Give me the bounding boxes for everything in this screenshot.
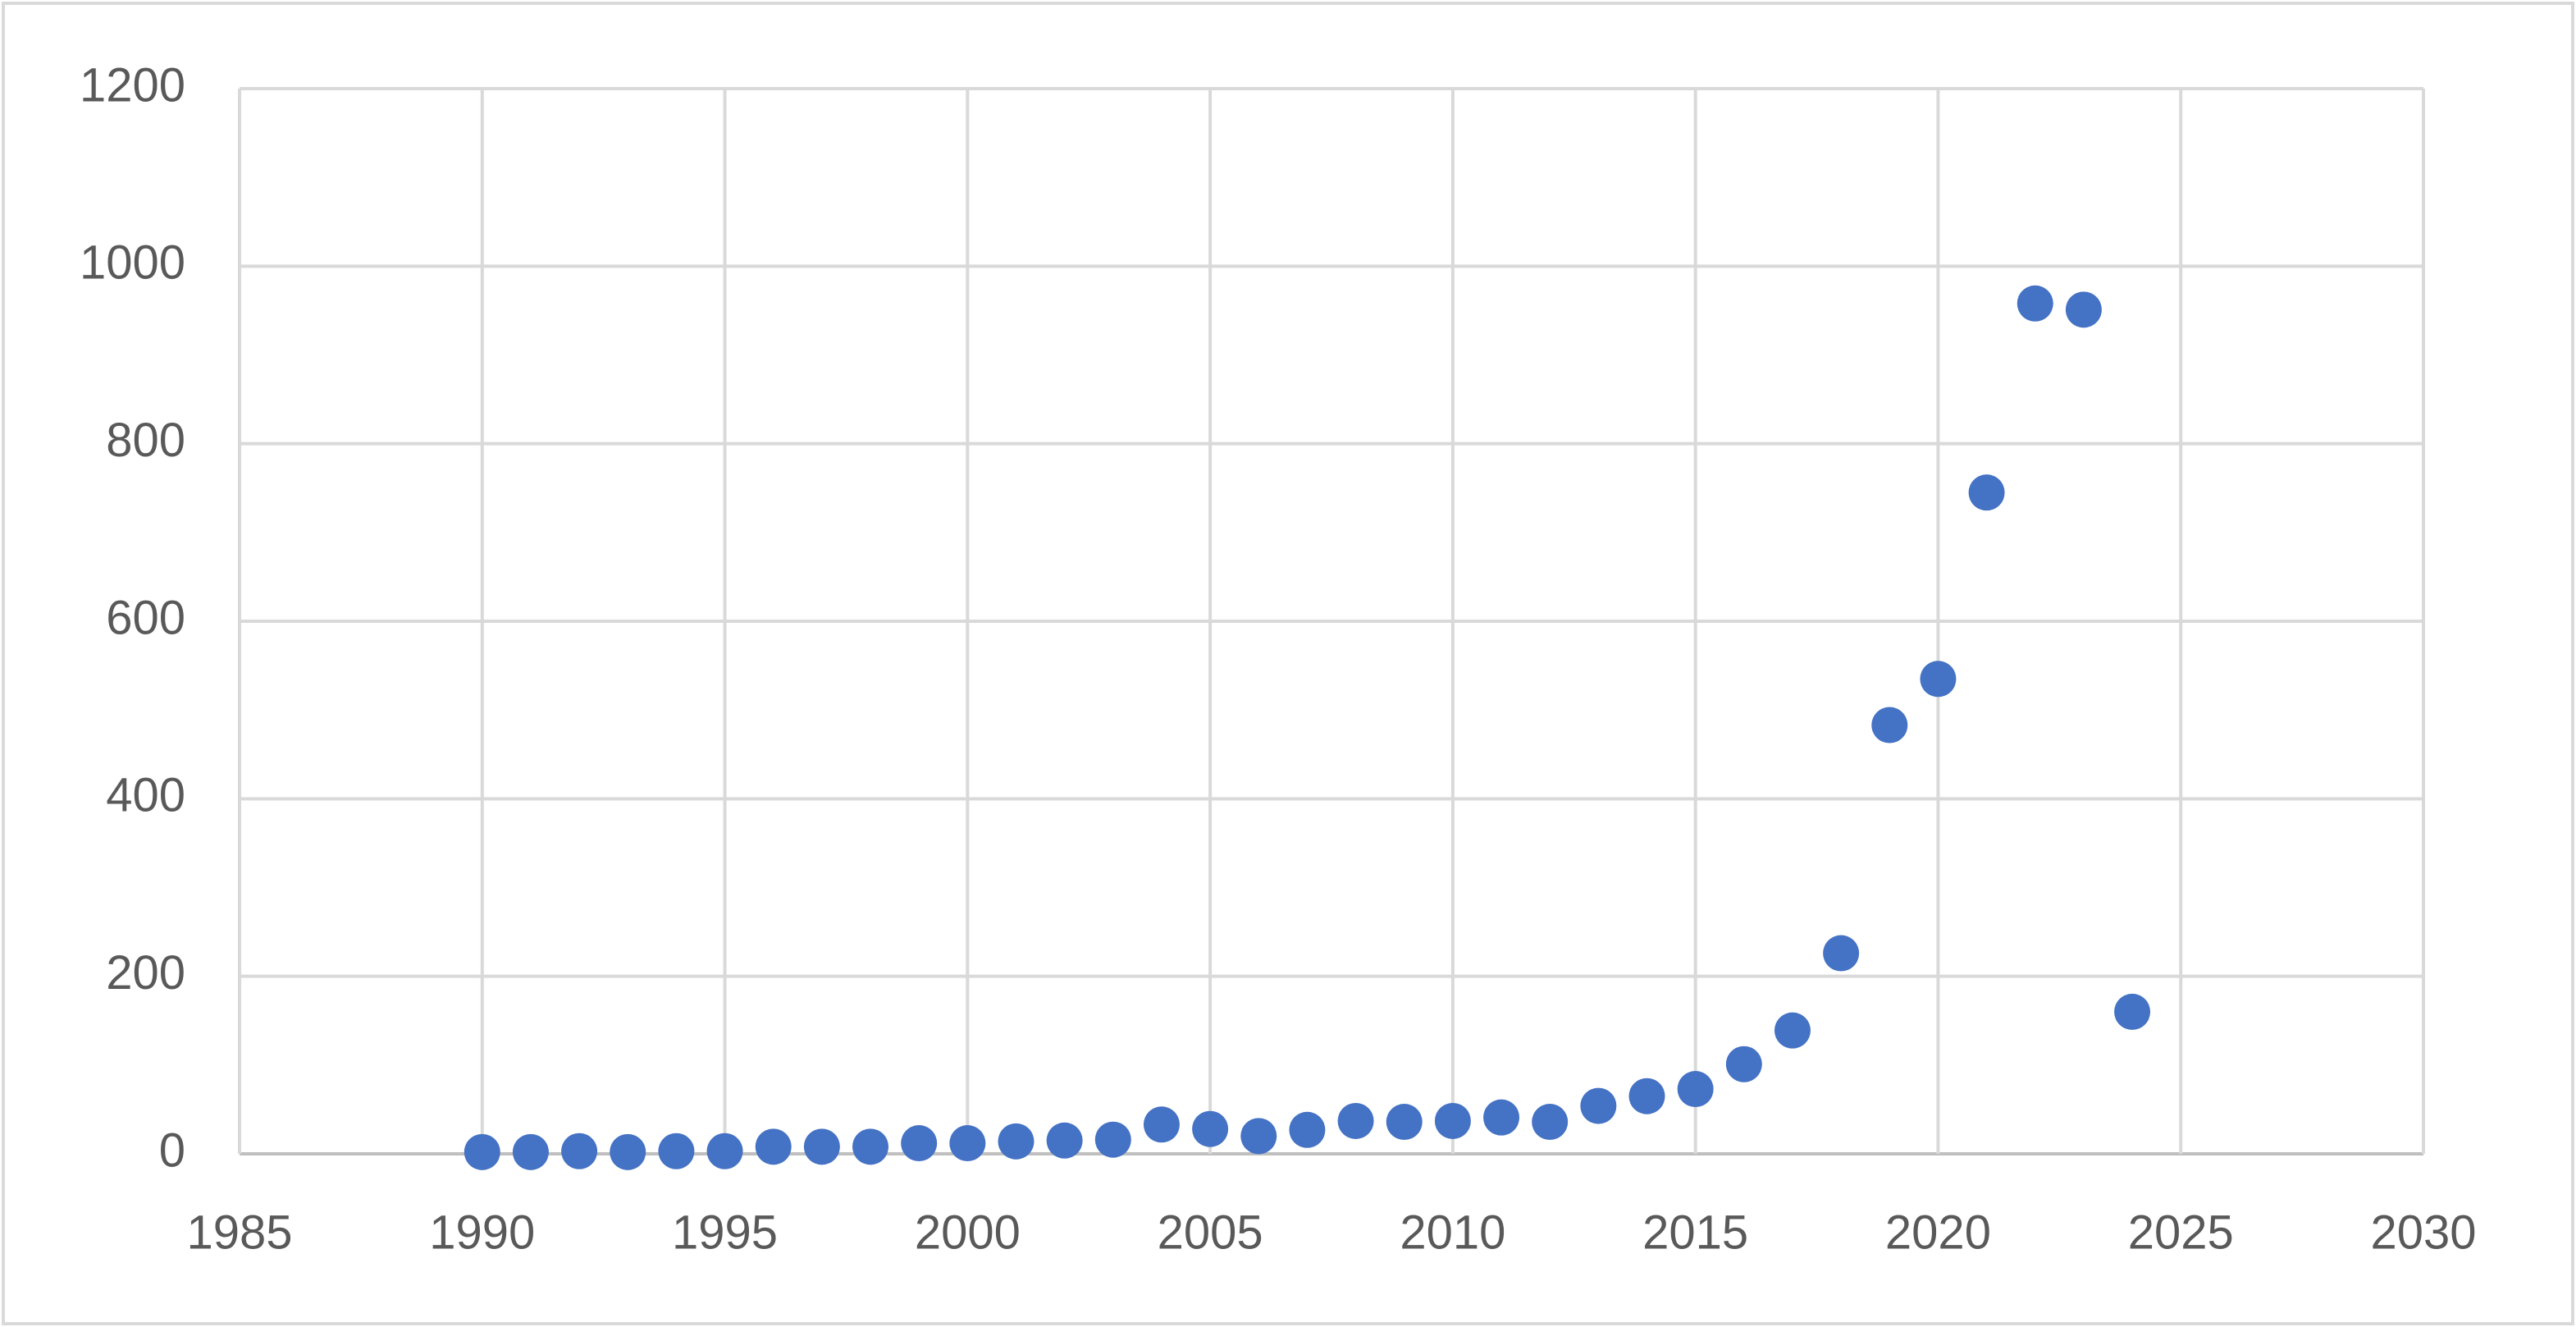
point bbox=[1628, 1078, 1665, 1114]
point bbox=[1434, 1102, 1471, 1139]
point bbox=[610, 1133, 646, 1170]
point bbox=[1725, 1046, 1762, 1082]
point bbox=[1289, 1111, 1326, 1148]
point bbox=[1094, 1121, 1131, 1158]
point bbox=[1774, 1012, 1811, 1049]
x-tick-label: 2015 bbox=[1642, 1206, 1748, 1259]
point bbox=[2065, 291, 2102, 328]
point bbox=[2016, 285, 2053, 322]
y-tick-label: 800 bbox=[106, 414, 185, 467]
y-tick-label: 200 bbox=[106, 946, 185, 1000]
point bbox=[803, 1128, 840, 1165]
point bbox=[561, 1133, 598, 1169]
point bbox=[1968, 474, 2005, 511]
point bbox=[1532, 1104, 1569, 1141]
point bbox=[998, 1123, 1035, 1160]
y-tick-label: 1200 bbox=[80, 58, 185, 112]
y-tick-label: 0 bbox=[159, 1123, 185, 1177]
x-tick-label: 2010 bbox=[1400, 1206, 1505, 1259]
point bbox=[1337, 1102, 1374, 1139]
point bbox=[512, 1133, 549, 1170]
x-tick-label: 2000 bbox=[915, 1206, 1021, 1259]
x-tick-label: 1985 bbox=[186, 1206, 292, 1259]
point bbox=[1871, 707, 1908, 744]
x-tick-label: 1995 bbox=[672, 1206, 778, 1259]
x-tick-label: 2025 bbox=[2128, 1206, 2234, 1259]
point bbox=[949, 1125, 986, 1162]
y-tick-label: 1000 bbox=[80, 236, 185, 290]
point bbox=[1143, 1106, 1180, 1143]
point bbox=[1483, 1099, 1520, 1136]
x-tick-label: 1990 bbox=[429, 1206, 535, 1259]
point bbox=[901, 1125, 938, 1162]
point bbox=[1192, 1110, 1229, 1147]
point bbox=[1580, 1087, 1617, 1124]
point bbox=[2114, 993, 2151, 1030]
point bbox=[755, 1128, 792, 1165]
point bbox=[658, 1133, 695, 1169]
y-tick-label: 600 bbox=[106, 591, 185, 644]
x-tick-label: 2005 bbox=[1158, 1206, 1263, 1259]
point bbox=[1046, 1122, 1083, 1159]
point bbox=[1240, 1118, 1277, 1155]
point bbox=[464, 1133, 500, 1170]
point bbox=[1386, 1104, 1423, 1141]
point bbox=[1677, 1071, 1714, 1108]
point bbox=[706, 1133, 743, 1169]
point bbox=[852, 1128, 889, 1165]
y-tick-label: 400 bbox=[106, 769, 185, 822]
point bbox=[1823, 935, 1860, 972]
x-tick-label: 2020 bbox=[1885, 1206, 1991, 1259]
point bbox=[1920, 661, 1957, 698]
x-tick-label: 2030 bbox=[2370, 1206, 2476, 1259]
